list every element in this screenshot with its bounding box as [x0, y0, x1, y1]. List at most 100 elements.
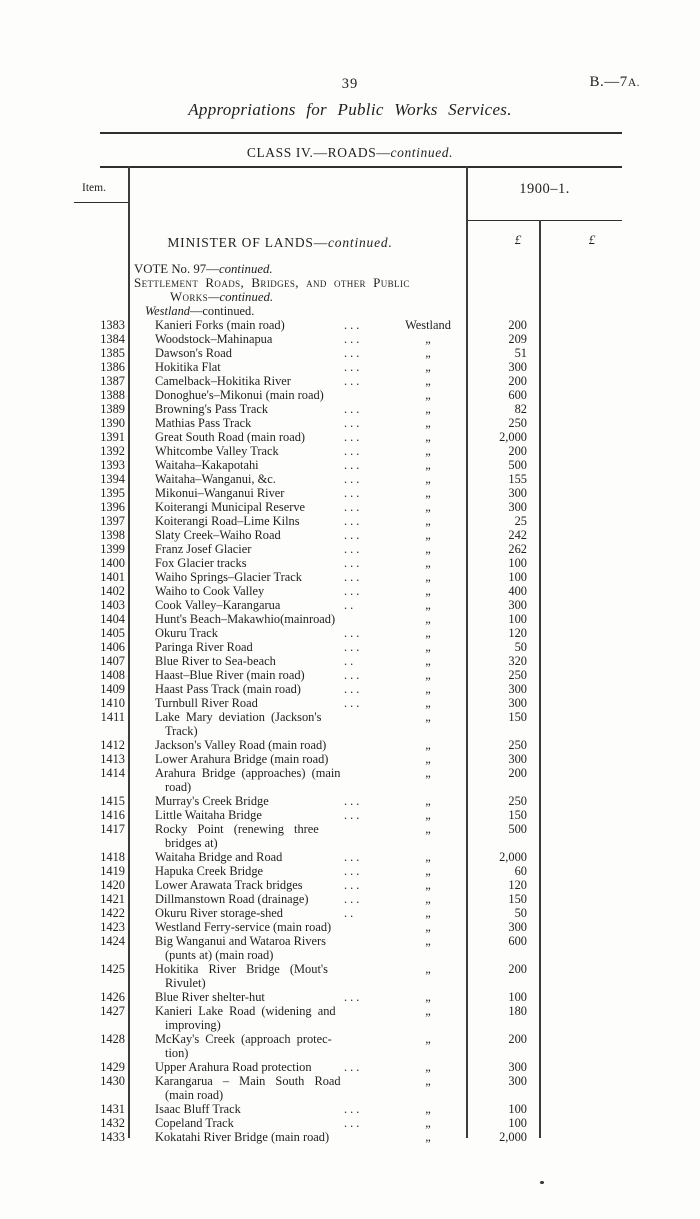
amount-1900-1: 600	[508, 388, 527, 402]
table-row: 1425 Hokitika River Bridge (Mout's Rivulet…	[0, 962, 700, 990]
amount-1900-1: 2,000	[499, 1130, 527, 1144]
work-description: Waitaha Bridge and Road	[155, 850, 283, 864]
locality-ditto: „	[425, 388, 431, 402]
table-row: 1406 Paringa River Road... „ 50	[0, 640, 700, 654]
locality-ditto: „	[425, 654, 431, 668]
item-number: 1433	[100, 1130, 125, 1144]
table-row: 1410 Turnbull River Road... „ 300	[0, 696, 700, 710]
locality-ditto: Westland	[405, 318, 451, 332]
item-number: 1419	[100, 864, 125, 878]
amount-1900-1: 200	[508, 318, 527, 332]
locality-ditto: „	[425, 346, 431, 360]
work-description: Slaty Creek–Waiho Road	[155, 528, 281, 542]
column-rule-item	[128, 166, 130, 1138]
currency-header-2: £	[588, 232, 596, 247]
amount-1900-1: 300	[508, 500, 527, 514]
table-row: 1431 Isaac Bluff Track... „ 100	[0, 1102, 700, 1116]
table-row: 1417 Rocky Point (renewing three bridges a…	[0, 822, 700, 850]
table-row: 1385 Dawson's Road... „ 51	[0, 346, 700, 360]
work-description: Koiterangi Municipal Reserve	[155, 500, 306, 514]
work-description: Lower Arahura Bridge (main road)	[155, 752, 329, 766]
table-row: 1383 Kanieri Forks (main road)... Westland…	[0, 318, 700, 332]
district-name: Westland	[145, 304, 190, 318]
minister-heading-roman: MINISTER OF LANDS—	[167, 235, 329, 250]
amount-1900-1: 300	[508, 598, 527, 612]
locality-ditto: „	[425, 682, 431, 696]
work-description: Waiho to Cook Valley	[155, 584, 265, 598]
table-row: 1428 McKay's Creek (approach protec-tion)…	[0, 1032, 700, 1060]
table-row: 1423 Westland Ferry-service (main road) „ 3…	[0, 920, 700, 934]
work-description: Blue River to Sea-beach	[155, 654, 276, 668]
leader-dots: ...	[344, 1102, 363, 1116]
settlement-heading: Settlement Roads, Bridges, and other Pub…	[0, 276, 700, 290]
item-number: 1383	[100, 318, 125, 332]
table-row: 1402 Waiho to Cook Valley... „ 400	[0, 584, 700, 598]
table-row: 1389 Browning's Pass Track... „ 82	[0, 402, 700, 416]
leader-dots: ...	[344, 668, 363, 682]
leader-dots: ...	[344, 486, 363, 500]
work-description: Hokitika River Bridge (Mout's Rivulet)	[155, 962, 328, 990]
work-description: Dawson's Road	[155, 346, 232, 360]
amount-1900-1: 150	[508, 710, 527, 724]
item-number: 1402	[100, 584, 125, 598]
leader-dots: ...	[344, 584, 363, 598]
table-row: 1394 Waitaha–Wanganui, &c.... „ 155	[0, 472, 700, 486]
amount-1900-1: 100	[508, 612, 527, 626]
work-description: Woodstock–Mahinapua	[155, 332, 273, 346]
table-row: 1415 Murray's Creek Bridge... „ 250	[0, 794, 700, 808]
work-description: Mikonui–Wanganui River	[155, 486, 285, 500]
document-title: Appropriations for Public Works Services…	[188, 100, 512, 119]
leader-dots: ...	[344, 696, 363, 710]
leader-dots: ...	[344, 794, 363, 808]
table-row: 1411 Lake Mary deviation (Jackson's Track)…	[0, 710, 700, 738]
item-column-header: Item.	[82, 182, 106, 194]
leader-dots: ...	[344, 430, 363, 444]
amount-1900-1: 150	[508, 808, 527, 822]
amount-1900-1: 120	[508, 878, 527, 892]
work-description: Okuru River storage-shed	[155, 906, 284, 920]
work-description: Fox Glacier tracks	[155, 556, 247, 570]
leader-dots: ...	[344, 808, 363, 822]
leader-dots: ...	[344, 472, 363, 486]
leader-dots: ...	[344, 1116, 363, 1130]
table-row: 1408 Haast–Blue River (main road)... „ 250	[0, 668, 700, 682]
amount-1900-1: 250	[508, 668, 527, 682]
work-description: Okuru Track	[155, 626, 218, 640]
district-continued: —continued.	[189, 304, 255, 318]
locality-ditto: „	[425, 752, 431, 766]
table-row: 1401 Waiho Springs–Glacier Track... „ 100	[0, 570, 700, 584]
table-row: 1392 Whitcombe Valley Track... „ 200	[0, 444, 700, 458]
item-number: 1399	[100, 542, 125, 556]
amount-1900-1: 100	[508, 556, 527, 570]
locality-ditto: „	[425, 766, 431, 780]
work-description: Little Waitaha Bridge	[155, 808, 262, 822]
locality-ditto: „	[425, 668, 431, 682]
table-row: 1420 Lower Arawata Track bridges... „ 120	[0, 878, 700, 892]
locality-ditto: „	[425, 542, 431, 556]
work-description: Haast Pass Track (main road)	[155, 682, 301, 696]
item-number: 1397	[100, 514, 125, 528]
item-number: 1406	[100, 640, 125, 654]
item-number: 1427	[100, 1004, 125, 1018]
leader-dots: ..	[344, 906, 357, 920]
locality-ditto: „	[425, 878, 431, 892]
table-row: 1386 Hokitika Flat... „ 300	[0, 360, 700, 374]
item-number: 1415	[100, 794, 125, 808]
amount-1900-1: 242	[508, 528, 527, 542]
amount-1900-1: 300	[508, 1074, 527, 1088]
table-row: 1432 Copeland Track... „ 100	[0, 1116, 700, 1130]
leader-dots: ...	[344, 458, 363, 472]
locality-ditto: „	[425, 864, 431, 878]
locality-ditto: „	[425, 822, 431, 836]
amount-1900-1: 2,000	[499, 430, 527, 444]
amount-1900-1: 209	[508, 332, 527, 346]
amount-1900-1: 500	[508, 458, 527, 472]
locality-ditto: „	[425, 360, 431, 374]
leader-dots: ...	[344, 374, 363, 388]
work-description: Paringa River Road	[155, 640, 253, 654]
table-row: 1416 Little Waitaha Bridge... „ 150	[0, 808, 700, 822]
leader-dots: ...	[344, 864, 363, 878]
amount-1900-1: 200	[508, 766, 527, 780]
work-description: Koiterangi Road–Lime Kilns	[155, 514, 300, 528]
